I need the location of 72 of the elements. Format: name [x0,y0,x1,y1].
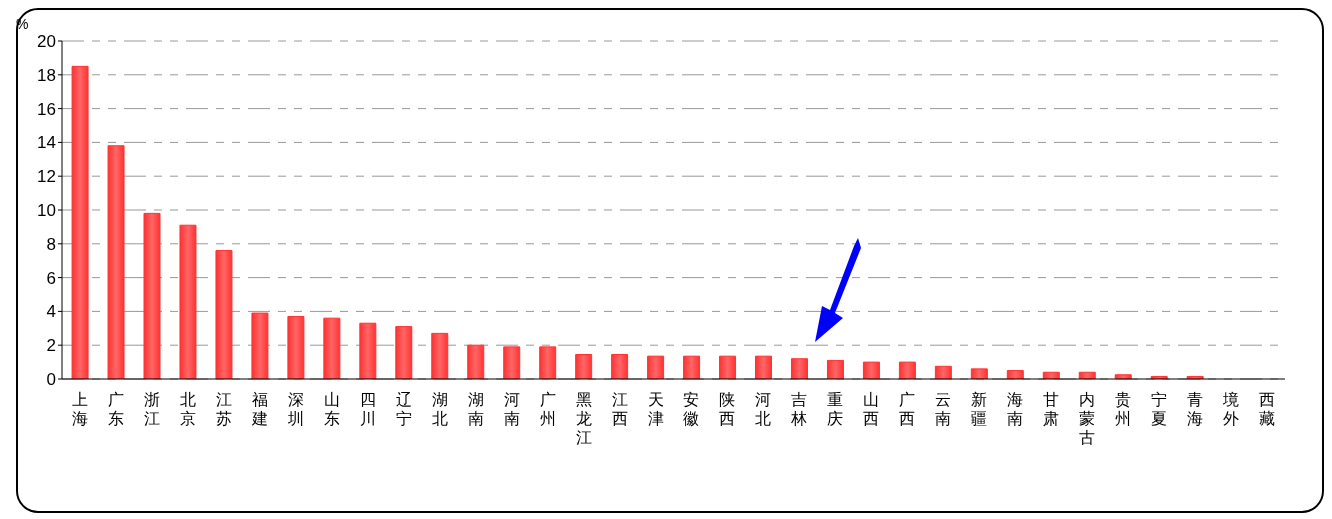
x-tick-label: 四川 [359,391,376,427]
x-tick-label: 云南 [935,391,952,427]
bar [970,368,988,379]
bar [467,344,485,379]
x-tick-label: 青海 [1187,391,1204,427]
bar [107,145,125,379]
x-tick-label: 新疆 [971,391,988,427]
x-tick-label: 重庆 [827,391,844,427]
bar [1006,370,1024,379]
bar [862,361,880,379]
x-tick-label: 河南 [503,391,520,427]
x-tick-label: 江苏 [215,391,232,427]
x-tick-label: 广西 [899,391,916,427]
bar [395,326,413,379]
bar [719,355,737,379]
x-tick-label: 福建 [250,391,268,427]
x-tick-label: 广州 [539,391,556,427]
x-tick-label: 浙江 [143,391,160,427]
y-tick-label: 14 [37,133,56,153]
bar [575,354,593,379]
bar [503,346,521,379]
x-tick-label: 湖北 [431,391,448,427]
bar [143,212,161,379]
y-tick-label: 4 [46,302,56,322]
bar [934,365,952,379]
y-tick-label: 10 [37,201,56,221]
bar [71,65,89,379]
x-tick-label: 河北 [755,391,772,427]
x-tick-label: 天津 [647,391,664,427]
x-tick-label: 海南 [1007,391,1024,427]
y-tick-label: 8 [46,234,56,254]
bar [359,322,377,379]
bar [323,317,341,379]
x-tick-label: 北京 [179,391,196,427]
x-tick-label: 辽宁 [395,391,412,427]
bar [826,359,844,379]
x-tick-label: 山西 [863,391,880,427]
y-tick-label: 16 [37,99,56,119]
bar [179,224,197,379]
bar [431,332,449,379]
y-tick-label: 0 [46,370,56,390]
x-tick-label: 贵州 [1115,391,1132,427]
x-tick-label: 湖南 [467,391,484,427]
bar [539,346,557,379]
bar [683,355,701,379]
bar [898,361,916,379]
x-tick-label: 上海 [71,391,88,427]
x-tick-label: 深圳 [286,391,304,427]
x-tick-label: 宁夏 [1151,391,1168,427]
x-tick-label: 内蒙古 [1079,391,1096,446]
x-tick-label: 西藏 [1259,391,1276,427]
bar [611,354,629,379]
x-tick-label: 安徽 [683,391,700,427]
bar [647,355,665,379]
bar [251,312,269,379]
x-tick-label: 境外 [1222,391,1240,427]
x-tick-label: 陕西 [719,391,736,427]
y-tick-label: 18 [37,65,56,85]
y-tick-label: 6 [46,268,56,288]
bar [755,355,773,379]
x-tick-label: 黑龙江 [575,391,592,446]
y-tick-label: 20 [37,32,56,52]
x-tick-label: 江西 [611,391,628,427]
bar [790,358,808,379]
bar [287,315,305,379]
x-tick-label: 吉林 [790,391,808,427]
y-tick-label: 12 [37,167,56,187]
y-tick-label: 2 [46,336,56,356]
x-tick-label: 广东 [107,391,124,427]
bar [215,250,233,379]
x-tick-label: 山东 [323,391,340,427]
x-tick-label: 甘肃 [1043,391,1060,427]
